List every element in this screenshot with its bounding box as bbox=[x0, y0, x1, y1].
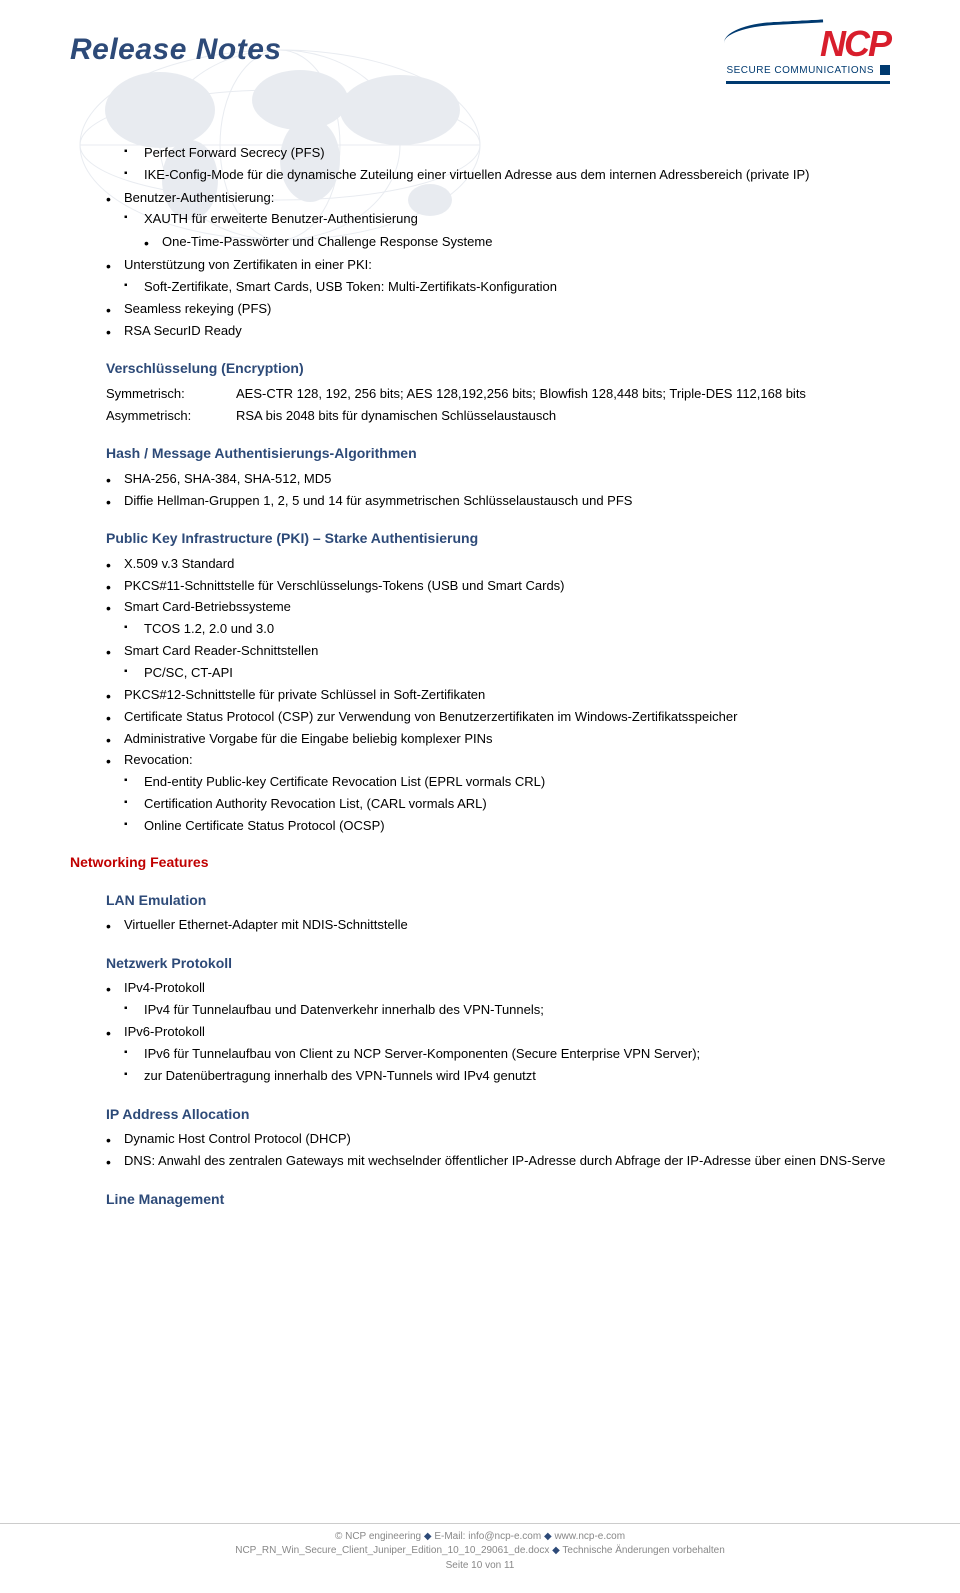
list-item: TCOS 1.2, 2.0 und 3.0 bbox=[124, 620, 890, 639]
list-item: PC/SC, CT-API bbox=[124, 664, 890, 683]
list-item: IPv6-Protokoll IPv6 für Tunnelaufbau von… bbox=[106, 1023, 890, 1086]
list-item: PKCS#12-Schnittstelle für private Schlüs… bbox=[106, 686, 890, 705]
list-item: DNS: Anwahl des zentralen Gateways mit w… bbox=[106, 1152, 890, 1171]
page-footer: © NCP engineering ◆ E-Mail: info@ncp-e.c… bbox=[0, 1523, 960, 1574]
page-title: Release Notes bbox=[70, 28, 282, 72]
list-item: Smart Card-Betriebssysteme TCOS 1.2, 2.0… bbox=[106, 598, 890, 639]
section-heading-pki: Public Key Infrastructure (PKI) – Starke… bbox=[106, 528, 890, 548]
list-item: SHA-256, SHA-384, SHA-512, MD5 bbox=[106, 470, 890, 489]
kv-symmetric: Symmetrisch: AES-CTR 128, 192, 256 bits;… bbox=[106, 385, 890, 404]
list-item: Diffie Hellman-Gruppen 1, 2, 5 und 14 fü… bbox=[106, 492, 890, 511]
list-item: IKE-Config-Mode für die dynamische Zutei… bbox=[124, 166, 890, 185]
list-item: One-Time-Passwörter und Challenge Respon… bbox=[144, 233, 890, 252]
section-heading-lan: LAN Emulation bbox=[106, 890, 890, 910]
list-item: Perfect Forward Secrecy (PFS) bbox=[124, 144, 890, 163]
company-logo: NCP SECURE COMMUNICATIONS bbox=[726, 28, 890, 84]
logo-text: NCP bbox=[726, 28, 890, 60]
section-heading-networking: Networking Features bbox=[70, 852, 890, 872]
logo-tagline: SECURE COMMUNICATIONS bbox=[726, 64, 890, 84]
list-item: RSA SecurID Ready bbox=[106, 322, 890, 341]
section-heading-hash: Hash / Message Authentisierungs-Algorith… bbox=[106, 443, 890, 463]
list-item: Revocation: End-entity Public-key Certif… bbox=[106, 751, 890, 835]
list-item: Online Certificate Status Protocol (OCSP… bbox=[124, 817, 890, 836]
list-item: Seamless rekeying (PFS) bbox=[106, 300, 890, 319]
list-item: IPv4-Protokoll IPv4 für Tunnelaufbau und… bbox=[106, 979, 890, 1020]
list-item: Benutzer-Authentisierung: XAUTH für erwe… bbox=[106, 189, 890, 253]
list-item: XAUTH für erweiterte Benutzer-Authentisi… bbox=[124, 210, 890, 252]
list-item: Certification Authority Revocation List,… bbox=[124, 795, 890, 814]
list-item: Unterstützung von Zertifikaten in einer … bbox=[106, 256, 890, 297]
list-item: PKCS#11-Schnittstelle für Verschlüsselun… bbox=[106, 577, 890, 596]
list-item: IPv4 für Tunnelaufbau und Datenverkehr i… bbox=[124, 1001, 890, 1020]
list-item: IPv6 für Tunnelaufbau von Client zu NCP … bbox=[124, 1045, 890, 1064]
list-item: Dynamic Host Control Protocol (DHCP) bbox=[106, 1130, 890, 1149]
list-item: Administrative Vorgabe für die Eingabe b… bbox=[106, 730, 890, 749]
list-item: End-entity Public-key Certificate Revoca… bbox=[124, 773, 890, 792]
list-item: X.509 v.3 Standard bbox=[106, 555, 890, 574]
list-item: Certificate Status Protocol (CSP) zur Ve… bbox=[106, 708, 890, 727]
list-item: Soft-Zertifikate, Smart Cards, USB Token… bbox=[124, 278, 890, 297]
list-item: Smart Card Reader-Schnittstellen PC/SC, … bbox=[106, 642, 890, 683]
kv-asymmetric: Asymmetrisch: RSA bis 2048 bits für dyna… bbox=[106, 407, 890, 426]
section-heading-ip-alloc: IP Address Allocation bbox=[106, 1104, 890, 1124]
section-heading-encryption: Verschlüsselung (Encryption) bbox=[106, 358, 890, 378]
list-item: zur Datenübertragung innerhalb des VPN-T… bbox=[124, 1067, 890, 1086]
list-item: Virtueller Ethernet-Adapter mit NDIS-Sch… bbox=[106, 916, 890, 935]
section-heading-net-protocol: Netzwerk Protokoll bbox=[106, 953, 890, 973]
section-heading-line-mgmt: Line Management bbox=[106, 1189, 890, 1209]
